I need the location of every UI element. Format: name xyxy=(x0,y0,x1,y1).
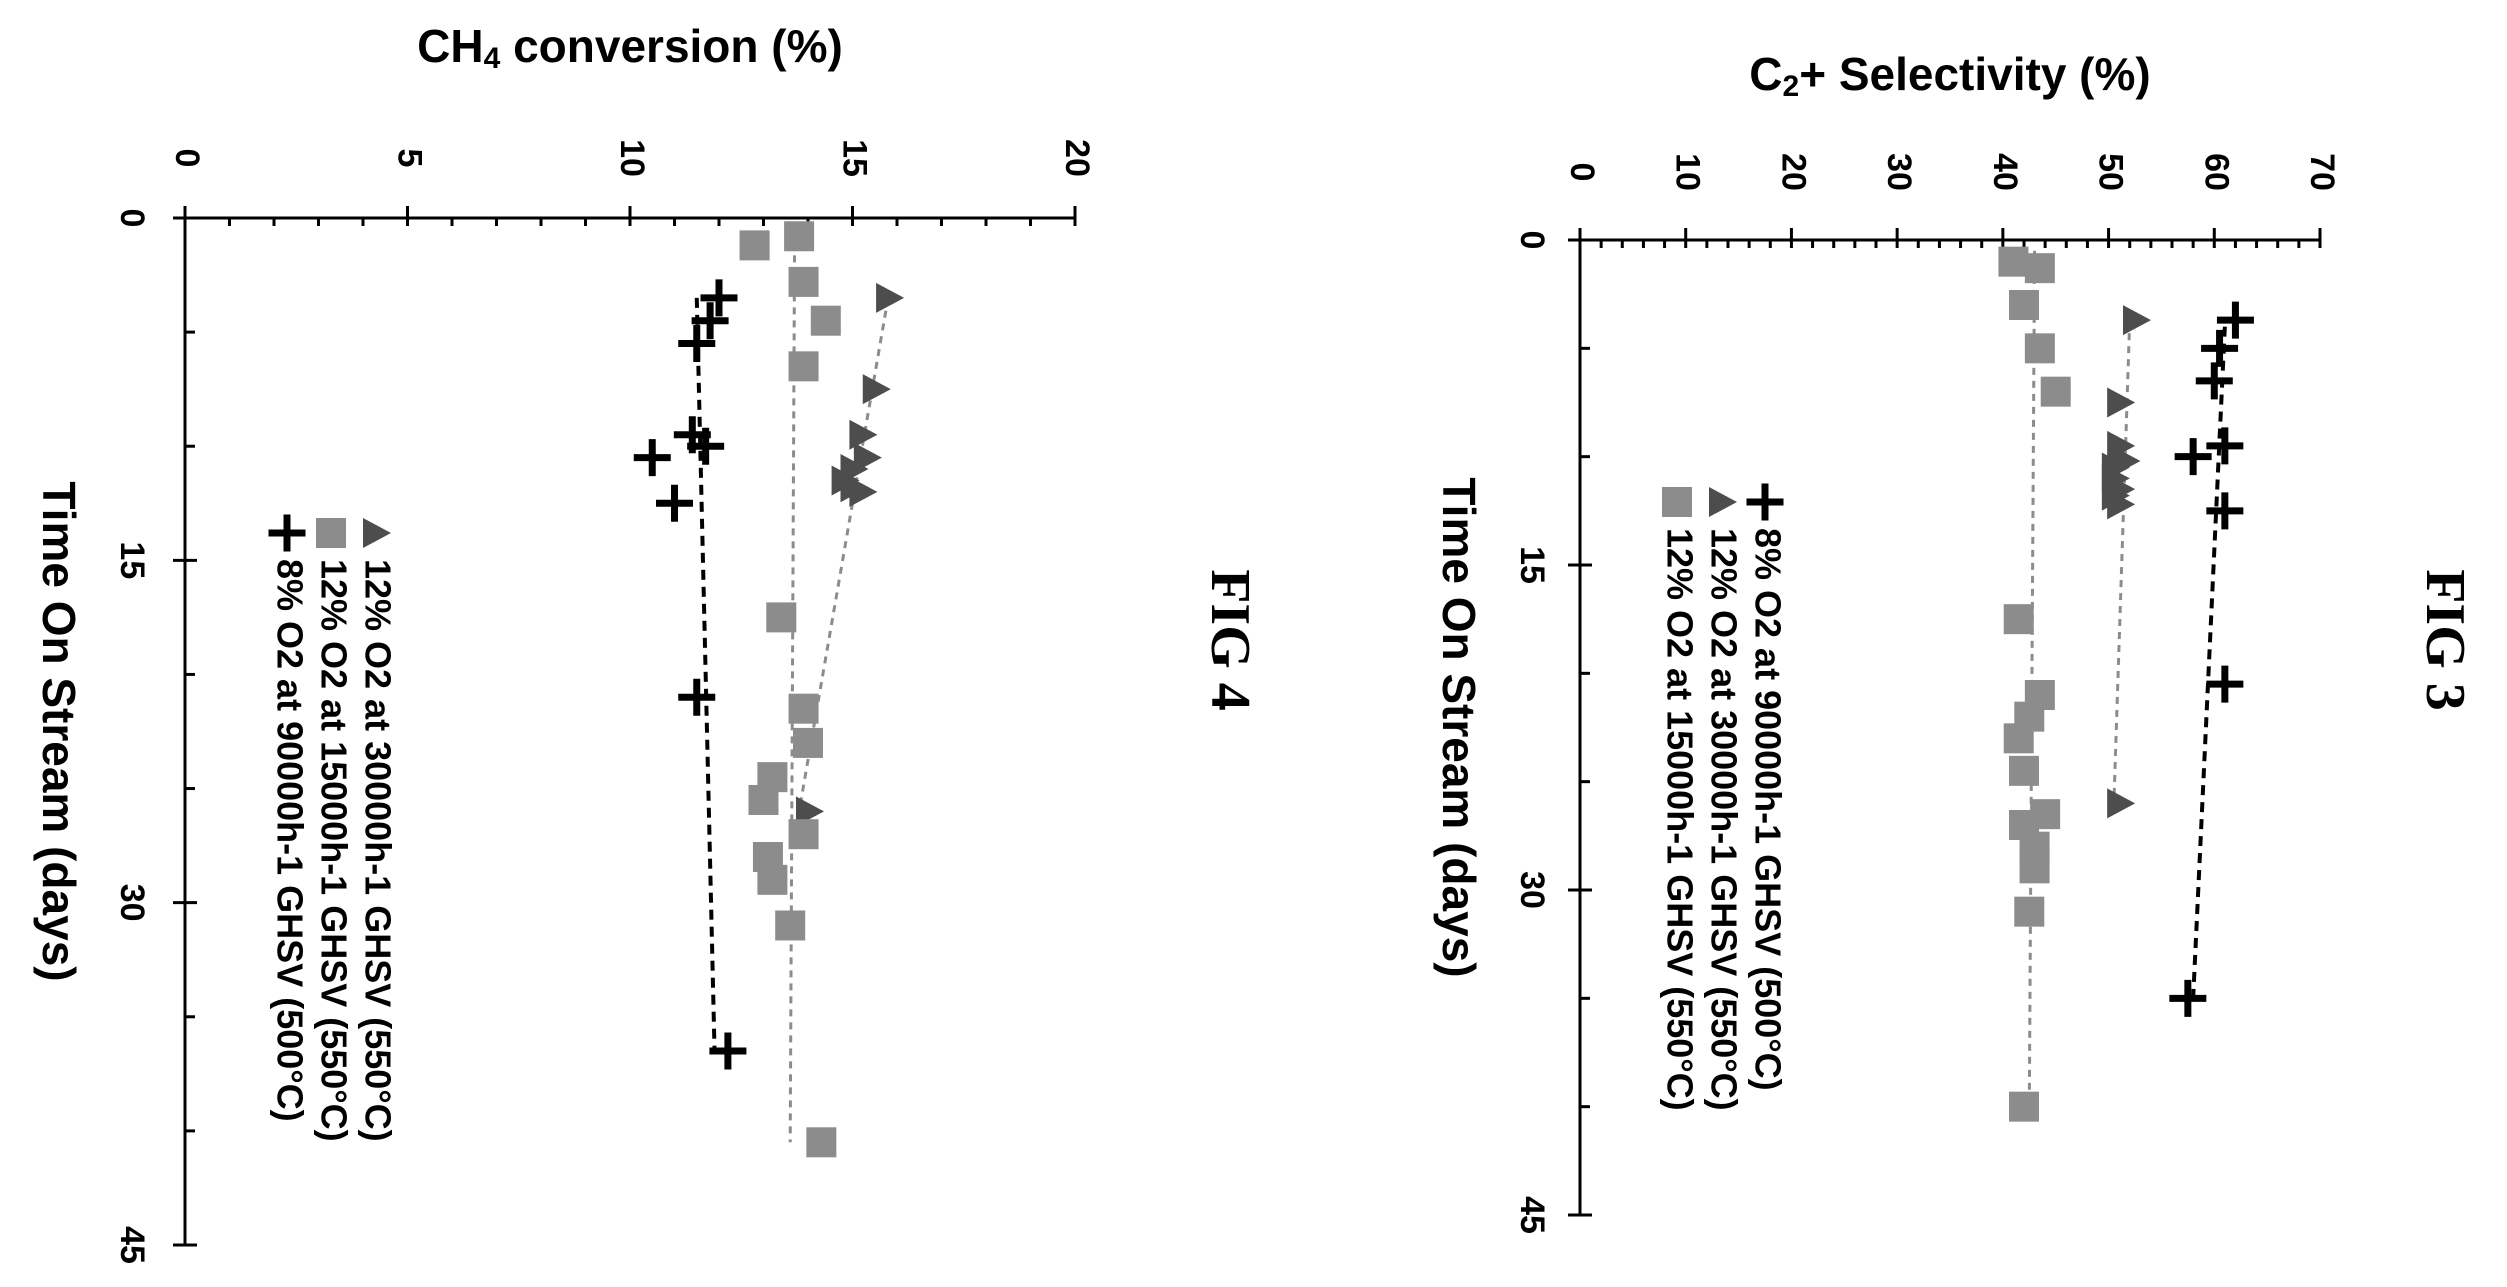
trend-line-plus xyxy=(2191,326,2227,999)
trend-line-square xyxy=(788,229,797,1143)
data-point-square xyxy=(766,602,797,633)
legend-entry: 8% O2 at 90000h-1 GHSV (500°C) xyxy=(1747,528,1788,1091)
value-axis-title: C2+ Selectivity (%) xyxy=(1749,48,2150,103)
legend-entry: 12% O2 at 15000h-1 GHSV (550°C) xyxy=(313,559,354,1142)
data-point-square xyxy=(788,819,819,850)
legend-entry: 12% O2 at 15000h-1 GHSV (550°C) xyxy=(1659,528,1700,1111)
value-axis-tick-label: 60 xyxy=(2197,153,2235,191)
chart-fig4: 0 5 10 15 20 0 15 30 45 CH4 conversion (%) Time On… xyxy=(33,20,1261,1264)
value-axis-tick-label: 10 xyxy=(613,139,651,177)
legend-entry: 12% O2 at 30000h-1 GHSV (550°C) xyxy=(357,559,398,1142)
legend-entry: 8% O2 at 90000h-1 GHSV (500°C) xyxy=(269,559,310,1122)
legend-marker-square xyxy=(316,518,346,548)
data-point-triangle xyxy=(849,419,878,450)
data-point-square xyxy=(2009,1091,2039,1122)
data-point-plus xyxy=(2201,329,2239,367)
value-axis-tick-label: 70 xyxy=(2303,153,2341,191)
data-point-square xyxy=(806,1127,837,1158)
data-point-plus xyxy=(633,439,671,477)
time-axis-tick-label: 15 xyxy=(113,541,151,579)
data-point-triangle xyxy=(2123,305,2151,336)
data-point-square xyxy=(788,693,819,724)
data-point-plus xyxy=(2174,438,2212,476)
data-point-triangle xyxy=(862,374,891,405)
data-point-square xyxy=(784,221,815,252)
data-point-square xyxy=(788,266,819,297)
time-axis-title: Time On Stream (days) xyxy=(1433,477,1485,977)
data-point-plus xyxy=(678,678,716,716)
data-point-plus xyxy=(2206,492,2244,530)
data-point-square xyxy=(2003,723,2034,754)
data-point-plus xyxy=(2206,665,2244,703)
trend-line-square xyxy=(2027,250,2037,1107)
value-axis-tick-label: 5 xyxy=(391,149,429,168)
time-axis-tick-label: 0 xyxy=(1513,231,1551,250)
value-axis-tick-label: 20 xyxy=(1058,139,1096,177)
data-point-square xyxy=(1998,246,2029,277)
value-axis-tick-label: 50 xyxy=(2092,153,2130,191)
data-point-square xyxy=(748,784,779,815)
value-axis-tick-label: 0 xyxy=(168,149,206,168)
chart-fig3: 0 10 20 30 40 50 60 70 0 15 30 45 C2+ Selectivity (%… xyxy=(1433,48,2476,1234)
value-axis-tick-label: 0 xyxy=(1563,163,1601,182)
time-axis-tick-label: 30 xyxy=(1513,871,1551,909)
data-point-square xyxy=(810,305,841,336)
data-point-triangle xyxy=(2107,387,2136,418)
data-point-plus xyxy=(687,427,725,465)
data-point-square xyxy=(2019,853,2050,884)
value-axis-title: CH4 conversion (%) xyxy=(417,20,843,75)
value-axis-tick-label: 15 xyxy=(836,139,874,177)
time-axis-tick-label: 30 xyxy=(113,884,151,922)
value-axis-tick-label: 40 xyxy=(1986,153,2024,191)
value-axis-tick-label: 10 xyxy=(1669,153,1707,191)
data-point-square xyxy=(757,864,788,895)
data-point-plus xyxy=(678,325,716,363)
data-point-plus xyxy=(700,279,738,317)
legend-marker-plus xyxy=(1746,483,1784,521)
legend-marker-square xyxy=(1662,487,1692,517)
data-point-square xyxy=(2024,333,2055,364)
legend-marker-plus xyxy=(268,514,306,552)
data-point-square xyxy=(2003,604,2034,635)
data-point-square xyxy=(739,230,770,261)
data-point-square xyxy=(2024,253,2055,284)
data-point-square xyxy=(775,910,806,941)
data-point-plus xyxy=(656,484,693,522)
time-axis-tick-label: 45 xyxy=(113,1226,151,1264)
data-point-square xyxy=(2040,376,2071,407)
data-point-square xyxy=(2014,896,2045,927)
data-point-square xyxy=(2009,755,2039,786)
time-axis-tick-label: 15 xyxy=(1513,546,1551,584)
data-point-plus xyxy=(709,1032,747,1070)
time-axis-tick-label: 0 xyxy=(113,209,151,228)
data-point-triangle xyxy=(796,796,824,827)
trend-line-triangle xyxy=(797,297,890,812)
value-axis-tick-label: 30 xyxy=(1880,153,1918,191)
legend-marker-triangle xyxy=(1709,487,1737,517)
time-axis-tick-label: 45 xyxy=(1513,1196,1551,1234)
data-point-triangle xyxy=(876,282,905,313)
data-point-triangle xyxy=(2107,489,2136,520)
data-point-plus xyxy=(2206,427,2244,465)
trend-line-plus xyxy=(694,297,717,1052)
data-point-plus xyxy=(2216,301,2254,339)
value-axis-tick-label: 20 xyxy=(1774,153,1812,191)
legend-marker-triangle xyxy=(363,518,391,548)
legend-entry: 12% O2 at 30000h-1 GHSV (550°C) xyxy=(1703,528,1744,1111)
data-point-square xyxy=(788,351,819,382)
figure-label: FIG 3 xyxy=(2414,569,2476,711)
data-point-square xyxy=(2009,290,2039,320)
data-point-plus xyxy=(2195,362,2233,400)
data-point-triangle xyxy=(849,476,878,507)
data-point-square xyxy=(793,727,823,758)
data-point-triangle xyxy=(2107,788,2136,819)
data-point-plus xyxy=(2169,979,2207,1017)
time-axis-title: Time On Stream (days) xyxy=(33,481,85,981)
data-point-plus xyxy=(691,302,729,340)
figure-label: FIG 4 xyxy=(1199,569,1261,711)
